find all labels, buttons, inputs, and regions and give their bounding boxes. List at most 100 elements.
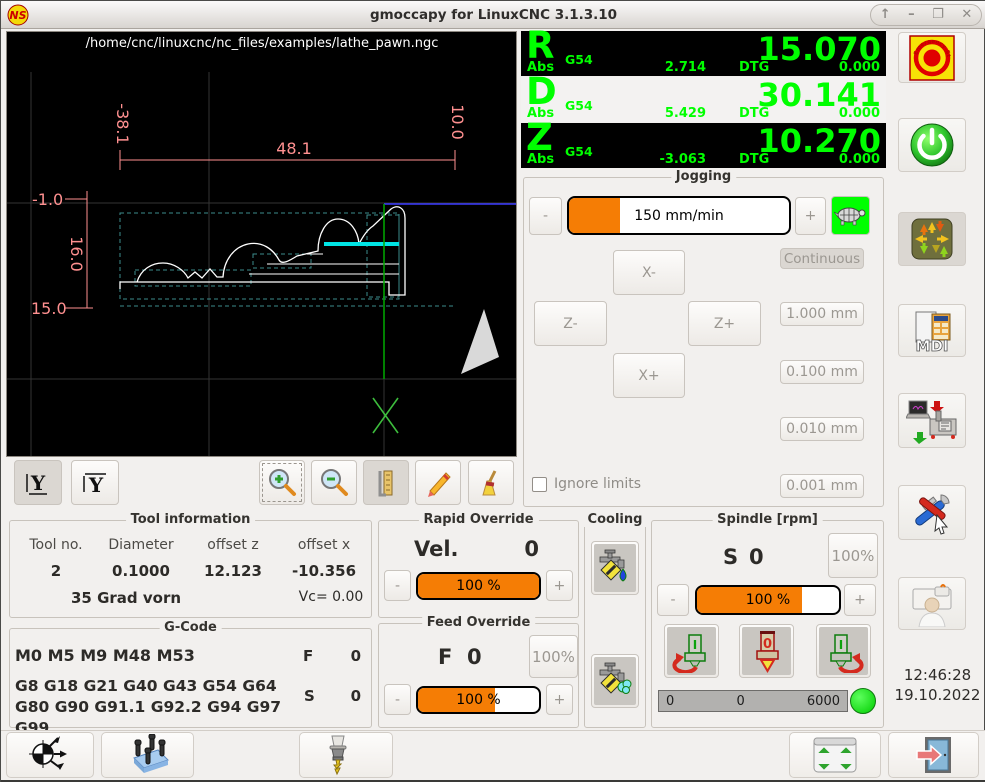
- dim-right-label: 10.0: [448, 104, 467, 140]
- rapid-minus-button[interactable]: -: [384, 570, 411, 601]
- dro-axis-d[interactable]: D G54 30.141 Abs 5.429 DTG 0.000: [521, 70, 886, 122]
- offset-z-header: offset z: [207, 537, 259, 553]
- spindle-s-label: S: [723, 545, 739, 569]
- jog-continuous-button[interactable]: Continuous: [780, 248, 864, 269]
- maximize-icon[interactable]: ❐: [932, 7, 944, 22]
- vc-value: Vc= 0.00: [298, 589, 364, 605]
- jog-increment-0001mm-button[interactable]: 0.001 mm: [780, 474, 864, 498]
- tool-measure-button[interactable]: [101, 732, 194, 778]
- dtg-label: DTG: [739, 60, 770, 75]
- svg-text:Y: Y: [30, 471, 46, 495]
- feed-override-label: 100 %: [456, 692, 501, 708]
- feed-minus-button[interactable]: -: [384, 684, 411, 715]
- rpm-current: 0: [736, 693, 745, 709]
- jog-speed-bar[interactable]: 150 mm/min: [567, 196, 791, 235]
- fullscreen-icon: [813, 737, 857, 773]
- window-controls: ↑ – ❐ ✕: [870, 4, 982, 26]
- feed-override-title: Feed Override: [421, 615, 536, 630]
- mdi-mode-button[interactable]: MDI: [898, 304, 966, 357]
- jog-speed-minus-button[interactable]: -: [529, 197, 562, 235]
- tool-info-frame: Tool information: [9, 512, 372, 618]
- ignore-limits-checkbox[interactable]: [532, 477, 547, 492]
- manual-mode-button[interactable]: [898, 212, 966, 266]
- dro-axis-r[interactable]: R G54 15.070 Abs 2.714 DTG 0.000: [521, 24, 886, 76]
- spindle-override-bar[interactable]: 100 %: [695, 585, 841, 615]
- dim-r2-label: 15.0: [31, 299, 67, 318]
- spindle-left-button[interactable]: I: [664, 624, 719, 678]
- fullscreen-button[interactable]: [789, 732, 881, 778]
- jog-x-plus-button[interactable]: X+: [613, 353, 685, 398]
- view-y2-icon: Y: [83, 473, 106, 497]
- clear-plot-button[interactable]: [468, 460, 514, 505]
- dtg-value: 0.000: [838, 106, 880, 121]
- spindle-rpm-range-bar: 0 0 6000: [658, 690, 848, 712]
- jog-speed-plus-button[interactable]: +: [795, 197, 826, 235]
- spindle-stop-button[interactable]: 0: [739, 624, 794, 678]
- tool-change-button[interactable]: [299, 732, 393, 778]
- jog-z-plus-button[interactable]: Z+: [688, 301, 761, 346]
- feed-plus-button[interactable]: +: [546, 684, 573, 715]
- dro-axis-z[interactable]: Z G54 10.270 Abs -3.063 DTG 0.000: [521, 116, 886, 168]
- edit-gcode-button[interactable]: [415, 460, 461, 505]
- touch-off-button[interactable]: [6, 732, 94, 778]
- cooling-title: Cooling: [582, 512, 648, 527]
- spindle-plus-button[interactable]: +: [844, 584, 876, 616]
- view-y-icon: Y: [26, 471, 47, 495]
- jog-arrows-icon: [911, 218, 953, 260]
- tool-description: 35 Grad vorn: [70, 589, 182, 607]
- estop-button[interactable]: Emergency-Stop: [898, 32, 966, 83]
- cooling-frame: Cooling: [582, 512, 648, 728]
- zoom-in-button[interactable]: [259, 460, 305, 505]
- close-icon[interactable]: ✕: [961, 7, 973, 22]
- emergency-stop-icon: Emergency-Stop: [909, 35, 955, 81]
- dimensions-toggle-button[interactable]: [363, 460, 409, 505]
- jog-x-minus-button[interactable]: X-: [613, 250, 685, 295]
- jog-z-minus-button[interactable]: Z-: [534, 301, 607, 346]
- view-y-button[interactable]: Y: [14, 460, 62, 505]
- auto-mode-button[interactable]: [898, 393, 966, 448]
- feed-override-bar[interactable]: 100 %: [416, 686, 541, 714]
- rpm-max: 6000: [806, 693, 840, 709]
- jog-increment-01mm-button[interactable]: 0.100 mm: [780, 360, 864, 384]
- exit-button[interactable]: [888, 732, 979, 778]
- axis-letter: Z: [526, 116, 553, 159]
- spindle-stop-icon: 0: [755, 631, 779, 673]
- spindle-right-button[interactable]: I: [816, 624, 871, 678]
- auto-run-icon: [906, 400, 957, 444]
- offset-x-value: -10.356: [291, 562, 357, 580]
- spindle-title: Spindle [rpm]: [712, 512, 823, 527]
- feed-reset-button[interactable]: 100%: [529, 635, 578, 678]
- zoom-out-button[interactable]: [311, 460, 357, 505]
- mist-button[interactable]: [591, 541, 639, 595]
- machine-on-button[interactable]: [898, 118, 966, 172]
- part-profile-path: [119, 206, 406, 296]
- app-logo-icon: NS: [7, 4, 29, 26]
- flood-button[interactable]: [591, 654, 639, 708]
- rapid-plus-button[interactable]: +: [546, 570, 573, 601]
- jog-increment-001mm-button[interactable]: 0.010 mm: [780, 417, 864, 441]
- svg-text:NS: NS: [9, 9, 26, 22]
- jog-increment-1mm-button[interactable]: 1.000 mm: [780, 302, 864, 326]
- minimize-icon[interactable]: –: [908, 7, 915, 22]
- rapid-override-bar[interactable]: 100 %: [416, 572, 541, 600]
- gremlin-preview[interactable]: /home/cnc/linuxcnc/nc_files/examples/lat…: [6, 31, 517, 457]
- preview-canvas: /home/cnc/linuxcnc/nc_files/examples/lat…: [7, 36, 516, 456]
- power-icon: [910, 123, 954, 167]
- zero-coordinates-icon: [29, 736, 67, 770]
- turtle-speed-button[interactable]: [831, 196, 870, 235]
- user-settings-button[interactable]: [898, 577, 966, 630]
- spindle-override-label: 100 %: [745, 592, 791, 608]
- settings-button[interactable]: [898, 485, 966, 540]
- view-y2-button[interactable]: Y: [71, 460, 119, 505]
- dimension-lines: [64, 150, 456, 309]
- feed-override-fill: [418, 688, 496, 712]
- vel-label: Vel.: [414, 537, 459, 561]
- coord-system: G54: [565, 52, 593, 67]
- origin-marker-icon: [372, 397, 399, 434]
- spindle-minus-button[interactable]: -: [657, 584, 689, 616]
- zoom-in-icon: [269, 468, 296, 496]
- f-value: 0: [350, 647, 361, 665]
- rpm-min: 0: [666, 693, 675, 709]
- shade-icon[interactable]: ↑: [879, 7, 891, 22]
- spindle-reset-button[interactable]: 100%: [828, 533, 878, 578]
